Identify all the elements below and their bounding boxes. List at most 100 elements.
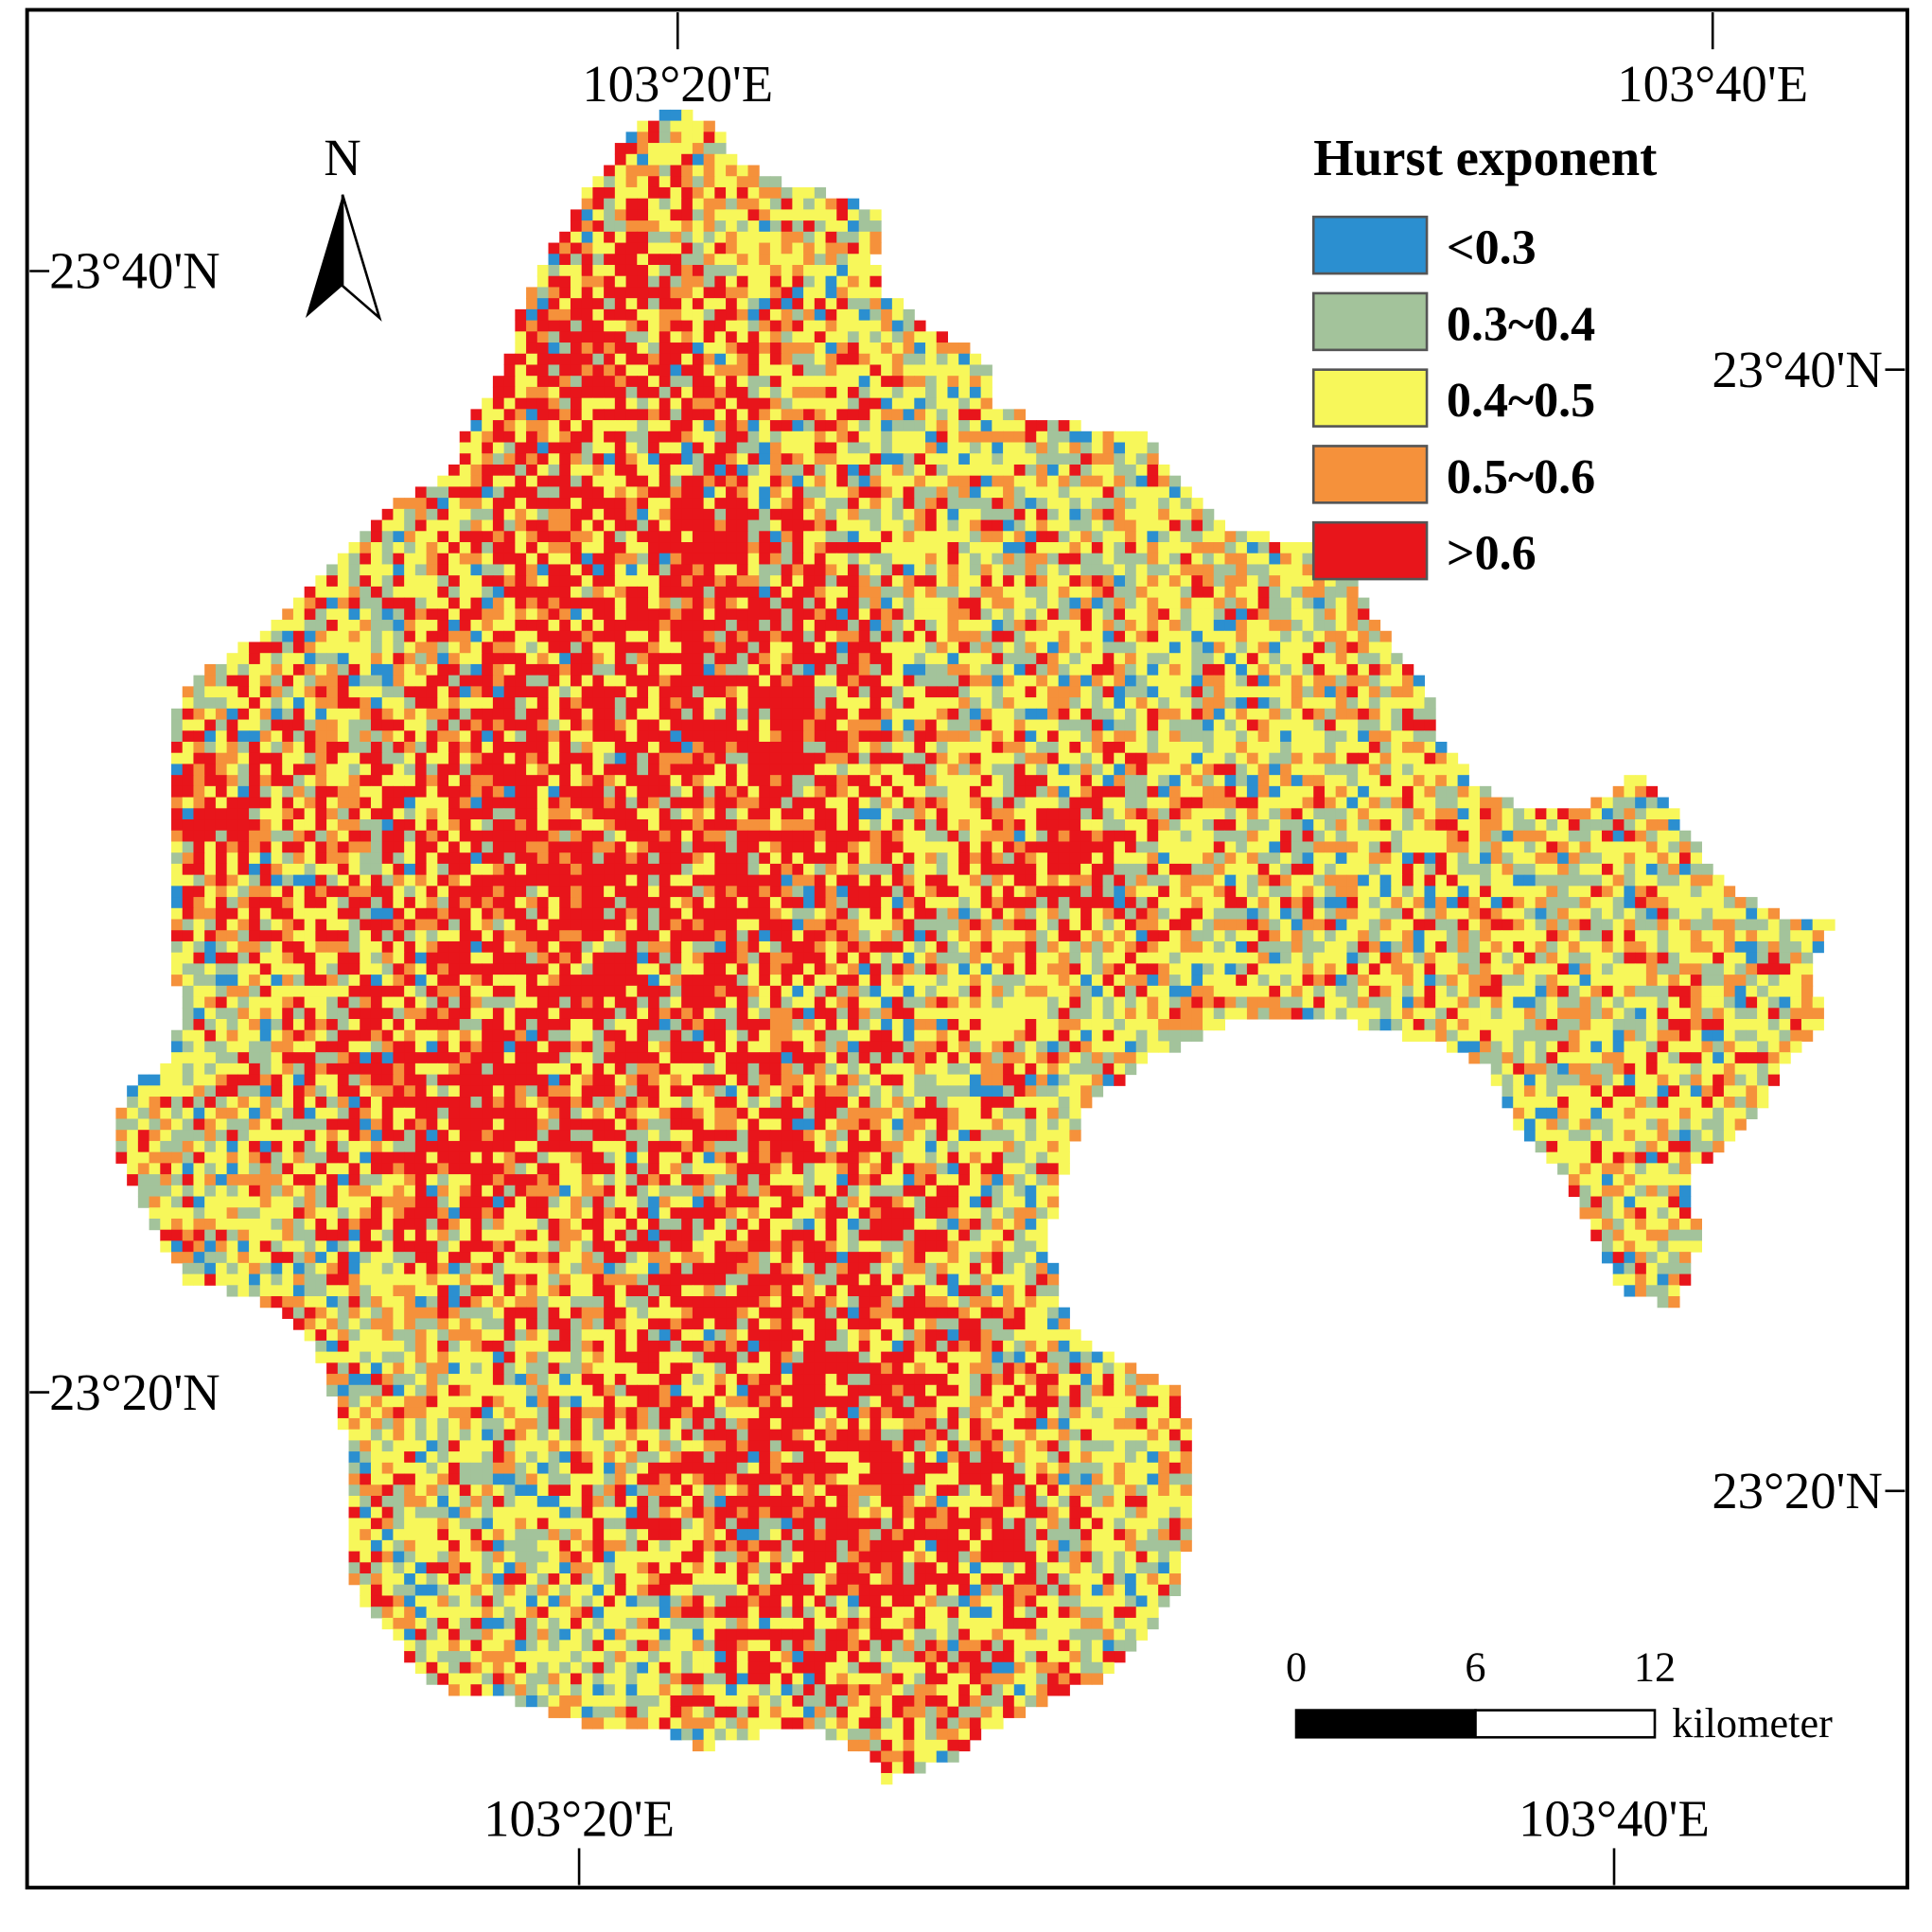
raster-cell (1379, 863, 1392, 876)
raster-cell (492, 697, 505, 710)
raster-cell (548, 663, 560, 676)
raster-cell (1358, 630, 1370, 643)
raster-cell (1080, 641, 1093, 654)
raster-cell (726, 242, 738, 255)
raster-cell (581, 752, 593, 764)
raster-cell (482, 498, 494, 510)
raster-cell (1158, 486, 1170, 499)
raster-cell (1324, 675, 1337, 687)
raster-cell (1346, 653, 1359, 665)
raster-cell (1203, 852, 1215, 865)
raster-cell (1135, 430, 1148, 444)
raster-cell (604, 453, 616, 465)
raster-cell (459, 819, 471, 832)
raster-cell (1180, 542, 1192, 554)
raster-cell (1069, 597, 1081, 609)
raster-cell (515, 409, 527, 421)
raster-cell (1080, 775, 1093, 787)
raster-cell (781, 264, 793, 277)
raster-cell (891, 376, 905, 388)
raster-cell (747, 752, 760, 764)
raster-cell (559, 364, 571, 377)
raster-cell (1257, 775, 1270, 787)
raster-cell (581, 220, 593, 233)
raster-cell (448, 663, 461, 676)
raster-cell (1645, 841, 1659, 853)
raster-cell (526, 852, 538, 865)
raster-cell (836, 331, 849, 343)
raster-cell (759, 231, 771, 244)
raster-cell (803, 808, 816, 820)
raster-cell (1013, 741, 1027, 754)
raster-cell (847, 653, 860, 665)
raster-cell (681, 364, 694, 377)
raster-cell (914, 863, 926, 876)
raster-cell (249, 874, 261, 887)
raster-cell (259, 697, 272, 710)
raster-cell (1313, 686, 1326, 698)
raster-cell (703, 165, 715, 177)
raster-cell (648, 808, 660, 820)
raster-cell (271, 808, 283, 820)
raster-cell (1246, 852, 1259, 865)
raster-cell (1535, 819, 1547, 832)
raster-cell (1568, 819, 1581, 832)
raster-cell (881, 320, 893, 332)
raster-cell (526, 597, 538, 609)
raster-cell (559, 254, 571, 266)
raster-cell (648, 542, 660, 554)
raster-cell (559, 453, 571, 465)
raster-cell (1080, 819, 1093, 832)
raster-cell (659, 153, 671, 167)
raster-cell (1046, 819, 1060, 832)
raster-cell (681, 620, 694, 632)
raster-cell (604, 186, 616, 200)
raster-cell (670, 608, 682, 621)
raster-cell (1003, 608, 1015, 621)
raster-cell (936, 620, 948, 632)
raster-cell (670, 719, 682, 731)
raster-cell (648, 519, 660, 532)
raster-cell (726, 730, 738, 743)
raster-cell (326, 730, 339, 743)
raster-cell (1158, 852, 1170, 865)
raster-cell (271, 663, 283, 676)
raster-cell (1269, 819, 1281, 832)
raster-cell (659, 209, 671, 221)
raster-cell (448, 819, 461, 832)
raster-cell (1379, 852, 1392, 865)
raster-cell (914, 775, 926, 787)
raster-cell (792, 553, 804, 565)
raster-cell (692, 852, 705, 865)
raster-cell (925, 464, 938, 477)
raster-cell (891, 708, 905, 721)
raster-cell (1013, 630, 1027, 643)
raster-cell (836, 508, 849, 521)
raster-cell (1257, 686, 1270, 698)
raster-cell (559, 775, 571, 787)
raster-cell (692, 863, 705, 876)
raster-cell (681, 475, 694, 487)
raster-cell (548, 364, 560, 377)
raster-cell (681, 453, 694, 465)
raster-cell (1346, 863, 1359, 876)
raster-cell (714, 830, 727, 842)
raster-cell (204, 874, 217, 887)
raster-cell (459, 430, 471, 444)
raster-cell (1368, 764, 1381, 776)
raster-cell (492, 376, 505, 388)
raster-cell (226, 785, 238, 799)
raster-cell (925, 830, 938, 842)
raster-cell (1058, 819, 1070, 832)
raster-cell (249, 697, 261, 710)
raster-cell (226, 686, 238, 698)
raster-cell (204, 752, 217, 764)
raster-cell (703, 397, 715, 410)
raster-cell (1535, 841, 1547, 853)
raster-cell (426, 686, 438, 698)
raster-cell (1168, 708, 1182, 721)
raster-cell (337, 785, 350, 799)
raster-cell (1246, 719, 1259, 731)
raster-cell (925, 775, 938, 787)
raster-cell (1324, 608, 1337, 621)
